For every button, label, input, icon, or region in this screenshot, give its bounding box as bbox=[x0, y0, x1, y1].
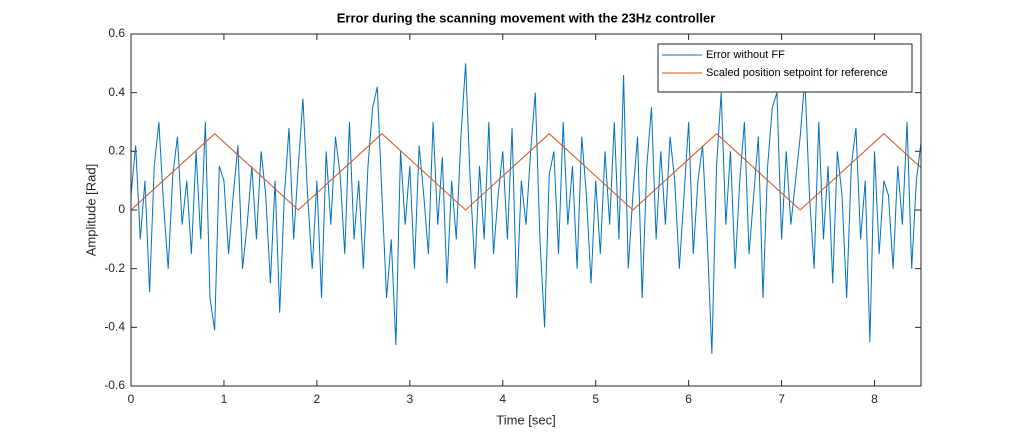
y-tick-label: 0.6 bbox=[108, 26, 125, 40]
x-axis-label: Time [sec] bbox=[496, 412, 555, 427]
x-tick-label: 6 bbox=[685, 392, 692, 406]
plot-area bbox=[131, 34, 921, 386]
x-tick-label: 8 bbox=[871, 392, 878, 406]
x-tick-label: 0 bbox=[128, 392, 135, 406]
legend-label: Error without FF bbox=[706, 49, 785, 61]
x-tick-label: 5 bbox=[592, 392, 599, 406]
x-tick-label: 3 bbox=[406, 392, 413, 406]
x-tick-label: 4 bbox=[499, 392, 506, 406]
legend-box bbox=[657, 43, 913, 93]
chart-title: Error during the scanning movement with … bbox=[337, 10, 716, 25]
y-tick-label: 0.2 bbox=[108, 144, 125, 158]
x-tick-label: 7 bbox=[778, 392, 785, 406]
x-tick-label: 1 bbox=[221, 392, 228, 406]
series-line bbox=[130, 133, 922, 211]
y-tick-label: 0 bbox=[118, 202, 125, 216]
axes-box bbox=[130, 33, 922, 387]
y-tick-label: -0.2 bbox=[104, 261, 125, 275]
legend-label: Scaled position setpoint for reference bbox=[706, 67, 888, 79]
y-tick-label: 0.4 bbox=[108, 85, 125, 99]
y-tick-label: -0.4 bbox=[104, 320, 125, 334]
y-axis-label: Amplitude [Rad] bbox=[83, 164, 98, 257]
y-tick-label: -0.6 bbox=[104, 378, 125, 392]
x-tick-label: 2 bbox=[314, 392, 321, 406]
